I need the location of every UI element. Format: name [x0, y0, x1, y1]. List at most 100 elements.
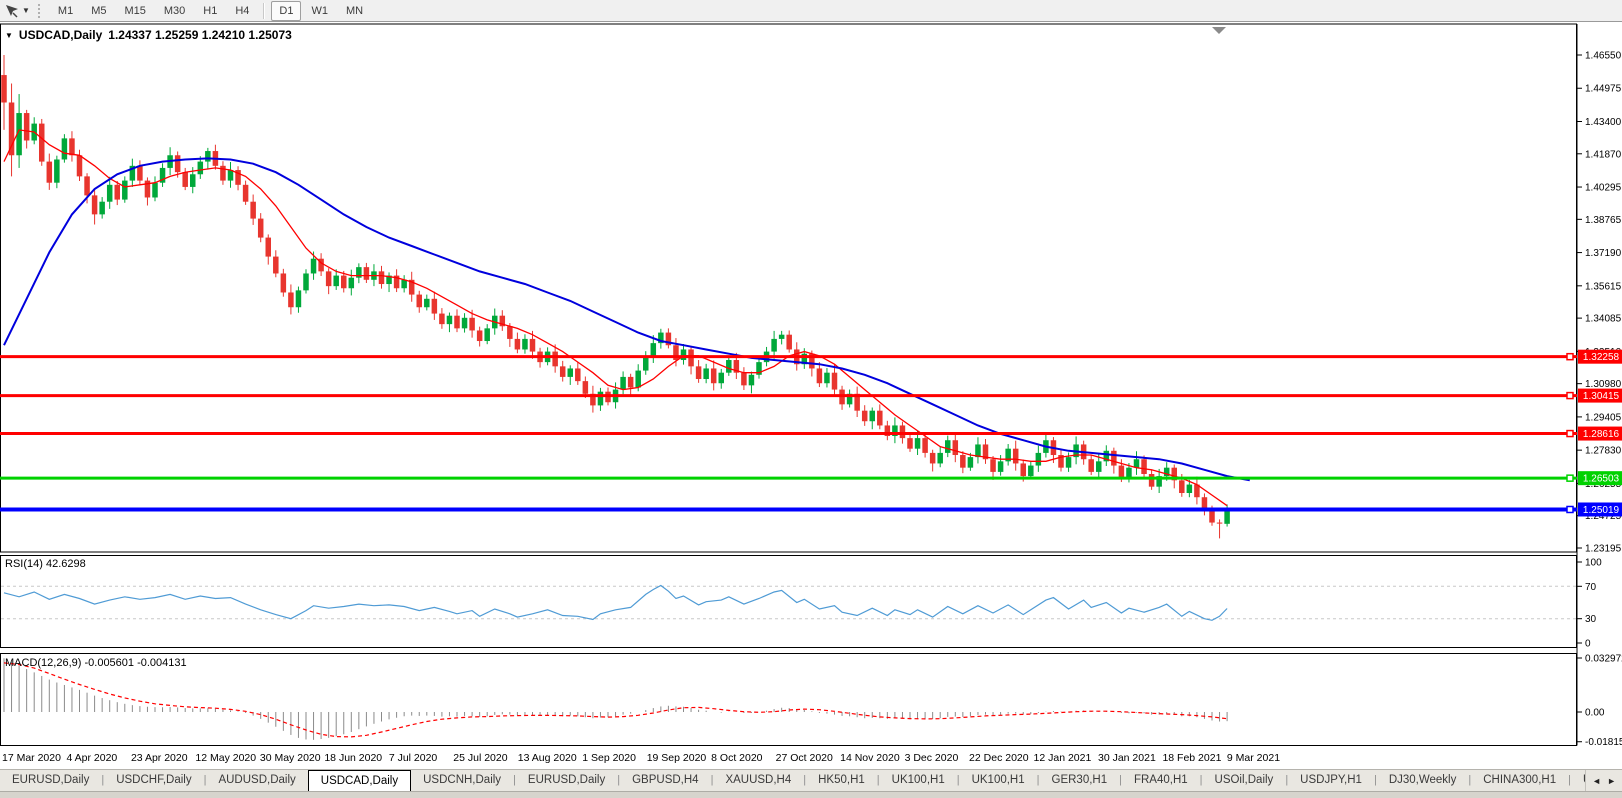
candle-body [748, 374, 755, 386]
chevron-down-icon[interactable]: ▼ [22, 6, 30, 15]
timeframe-m15[interactable]: M15 [124, 4, 146, 17]
candle-body [1156, 476, 1162, 487]
candle-body [529, 338, 536, 352]
tab-ger30-h1[interactable]: GER30,H1 [1051, 774, 1108, 786]
hline-handle[interactable] [1566, 474, 1574, 482]
price-axis: 1.46550 1.44975 1.43400 1.41870 1.40295 1.387… [1577, 51, 1622, 748]
tab-gbpusd-h4[interactable]: GBPUSD,H4 [632, 774, 699, 786]
tab-separator: | [101, 774, 105, 786]
timeframe-m5[interactable]: M5 [91, 4, 107, 17]
chart-shift-marker[interactable] [1212, 27, 1226, 34]
candle-body [726, 360, 732, 373]
hlines-layer[interactable] [0, 352, 1577, 514]
macd-tick-label: 0.032972 [1585, 653, 1622, 664]
tab-separator: | [617, 774, 621, 786]
timeframe-d1[interactable]: D1 [271, 0, 302, 21]
tab-separator: | [1468, 774, 1472, 786]
timeframe-toolbar: ▼ M1 M5 M15 M30 H1 H4 D1 W1 MN [0, 0, 1622, 22]
tab-separator: | [1373, 774, 1377, 786]
price-tick-label: 1.34085 [1585, 314, 1622, 325]
symbol-timeframe-label: USDCAD,Daily [18, 28, 103, 42]
tabs-scroll-right-icon[interactable]: ► [1607, 775, 1616, 786]
tab-eurusd-daily[interactable]: EURUSD,Daily [527, 774, 606, 786]
macd-indicator-label: MACD(12,26,9) -0.005601 -0.004131 [5, 657, 187, 669]
tab-uso[interactable]: USO [1571, 770, 1585, 791]
tab-hk50-h1[interactable]: HK50,H1 [818, 774, 865, 786]
candle-body [54, 159, 60, 183]
tab-china300-h1[interactable]: CHINA300,H1 [1483, 774, 1557, 786]
timeframe-h1[interactable]: H1 [203, 4, 218, 17]
tab-usdchf-daily[interactable]: USDCHF,Daily [116, 774, 192, 786]
candle-body [182, 172, 188, 187]
price-tick-label: 1.40295 [1585, 183, 1622, 194]
tab-usdcad-daily[interactable]: USDCAD,Daily [307, 770, 412, 791]
tab-xauusd-h4[interactable]: XAUUSD,H4 [725, 774, 792, 786]
price-tick-label: 1.23195 [1585, 543, 1622, 554]
status-strip [0, 791, 1622, 798]
timeframe-mn[interactable]: MN [345, 4, 364, 17]
timeframe-w1[interactable]: W1 [311, 4, 328, 17]
timeframe-m1[interactable]: M1 [57, 4, 74, 17]
ma-layer [3, 129, 1250, 507]
candle-body [1186, 484, 1193, 494]
candle-body [929, 452, 936, 464]
candle-body [1028, 465, 1034, 477]
tab-eurusd-daily[interactable]: EURUSD,Daily [12, 774, 90, 786]
candle-body [756, 362, 762, 375]
hline-handle[interactable] [1566, 429, 1574, 438]
hline-handle[interactable] [1566, 505, 1574, 514]
candle-body [454, 315, 460, 329]
candle-body [106, 184, 113, 202]
date-label: 30 Jan 2021 [1098, 752, 1156, 764]
candle-body [1201, 497, 1208, 510]
toolbar-separator [263, 2, 266, 19]
price-tick-label: 1.46550 [1585, 51, 1622, 62]
tab-usdjpy-h1[interactable]: USDJPY,H1 [1300, 774, 1362, 786]
candle-body [393, 275, 400, 289]
tab-dj30-weekly[interactable]: DJ30,Weekly [1388, 774, 1457, 786]
timeframe-m30[interactable]: M30 [163, 4, 186, 17]
candle-body [333, 275, 339, 287]
candle-body [325, 271, 332, 287]
tab-usoil-daily[interactable]: USOil,Daily [1214, 774, 1274, 786]
chart-menu-caret-icon[interactable]: ▼ [5, 30, 13, 40]
ma-fast-line [3, 129, 1228, 507]
macd-values: -0.005601 -0.004131 [84, 657, 187, 669]
timeframe-h4[interactable]: H4 [235, 4, 250, 17]
candle-body [937, 452, 943, 464]
tab-uk100-h1[interactable]: UK100,H1 [891, 774, 945, 786]
rsi-indicator-label: RSI(14) 42.6298 [5, 558, 86, 570]
tab-separator: | [1568, 774, 1571, 786]
rsi-value: 42.6298 [45, 558, 86, 570]
candle-body [174, 155, 181, 173]
candle-body [907, 438, 913, 449]
chart-tool-button[interactable]: ▼ [0, 4, 34, 18]
date-label: 27 Oct 2020 [776, 752, 833, 764]
rsi-tick-label: 70 [1585, 582, 1597, 593]
candle-body [197, 161, 204, 175]
hline-handle[interactable] [1566, 391, 1574, 400]
candle-body [718, 372, 724, 384]
tab-uk100-h1[interactable]: UK100,H1 [971, 774, 1025, 786]
candle-body [8, 102, 15, 156]
candle-body [771, 338, 777, 352]
tab-fra40-h1[interactable]: FRA40,H1 [1133, 774, 1188, 786]
tabs-scroll-left-icon[interactable]: ◄ [1592, 775, 1602, 786]
tab-usdcnh-daily[interactable]: USDCNH,Daily [423, 774, 502, 786]
candle-body [1224, 508, 1230, 524]
tab-separator: | [956, 774, 960, 786]
candle-body [341, 275, 347, 289]
candle-body [899, 425, 906, 439]
tab-audusd-daily[interactable]: AUDUSD,Daily [218, 774, 296, 786]
tab-separator: | [1285, 774, 1289, 786]
candle-body [137, 165, 143, 181]
candle-body [1118, 465, 1125, 479]
hline-handle[interactable] [1566, 352, 1574, 361]
candle-body [99, 201, 105, 215]
candle-body [884, 425, 891, 437]
candle-body [809, 353, 815, 369]
date-label: 14 Nov 2020 [840, 752, 900, 764]
tab-separator: | [203, 774, 207, 786]
macd-name: MACD(12,26,9) [5, 657, 82, 669]
